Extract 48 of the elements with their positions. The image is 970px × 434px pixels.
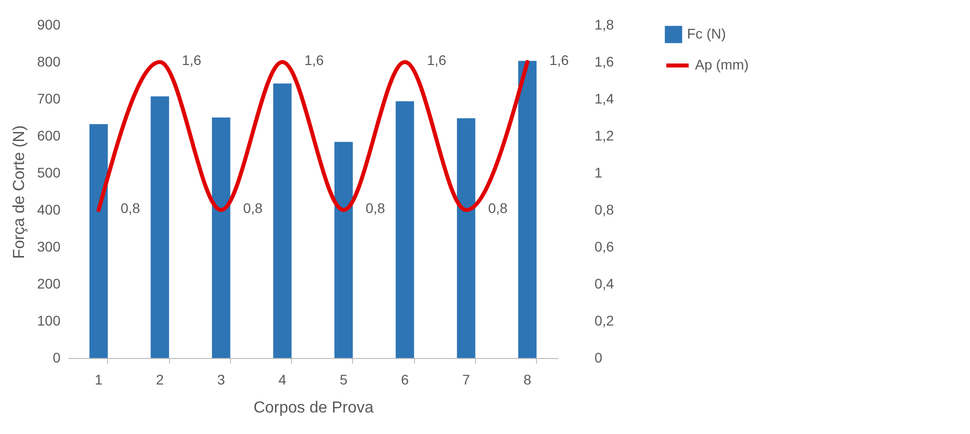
y-tick-label: 600 [37,128,61,144]
bar [518,60,537,358]
y2-tick-label: 0,4 [594,276,614,292]
x-tick-label: 3 [217,372,226,388]
data-label: 1,6 [304,52,324,68]
y2-tick-label: 0 [594,350,602,366]
y2-tick-label: 0,6 [594,238,614,254]
y2-tick-label: 0,8 [594,202,614,218]
x-tick-label: 6 [400,372,409,388]
x-tick-label: 5 [340,372,348,388]
bar [212,118,230,358]
x-tick-label: 7 [462,372,470,388]
data-label: 0,8 [243,200,263,216]
bar [396,101,414,358]
x-tick-label: 4 [278,372,286,388]
data-label: 1,6 [549,52,570,68]
data-label: 0,8 [488,200,508,216]
y2-tick-label: 1,4 [594,90,614,106]
y2-tick-label: 0,2 [594,312,614,328]
y-tick-label: 700 [37,90,61,106]
data-label: 1,6 [426,52,447,68]
bar [150,96,170,358]
x-axis-title: Corpos de Prova [253,400,374,416]
bar [334,142,353,358]
data-label: 1,6 [182,52,202,68]
bar [273,83,292,358]
y-tick-label: 0 [52,350,61,366]
y-tick-label: 400 [37,202,61,218]
bar [456,118,476,358]
y-tick-label: 100 [37,312,61,328]
bar [89,124,108,358]
x-tick-label: 8 [523,372,532,388]
legend-label: Fc (N) [687,26,726,42]
y-tick-label: 900 [37,16,61,32]
legend-label: Ap (mm) [695,56,749,72]
data-label: 0,8 [120,200,140,216]
y-tick-label: 500 [37,164,61,180]
y2-tick-label: 1,8 [594,16,614,32]
y2-tick-label: 1 [594,164,602,180]
data-label: 0,8 [366,200,386,216]
x-tick-label: 2 [156,372,164,388]
y-axis-title: Força de Corte (N) [11,125,28,259]
y2-tick-label: 1,6 [594,54,614,70]
y-tick-label: 200 [37,276,61,292]
y2-tick-label: 1,2 [594,128,614,144]
y-tick-label: 800 [37,54,61,70]
y-tick-label: 300 [37,238,61,254]
x-tick-label: 1 [94,372,103,388]
